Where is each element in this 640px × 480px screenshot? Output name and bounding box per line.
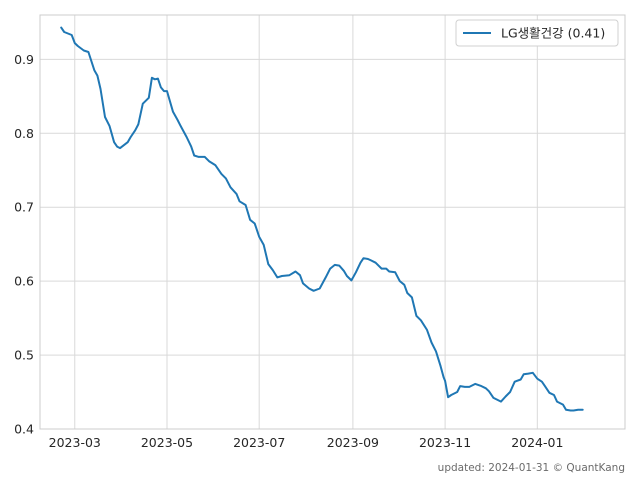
y-tick-label: 0.5 [14,348,34,363]
legend-box [455,19,619,47]
x-axis: 2023-03 2023-05 2023-07 2023-09 2023-11 2024-… [49,435,564,450]
y-tick-label: 0.9 [14,52,34,67]
x-tick-label: 2024-01 [511,435,563,450]
y-tick-label: 0.4 [14,422,34,437]
plot-frame [39,14,626,430]
legend: LG생활건강 (0.41) [455,19,619,47]
x-tick-label: 2023-05 [141,435,193,450]
y-tick-label: 0.8 [14,126,34,141]
x-tick-label: 2023-07 [233,435,285,450]
x-tick-label: 2023-09 [327,435,379,450]
series-line [60,26,584,412]
legend-label: LG생활건강 (0.41) [501,26,605,41]
y-axis: 0.4 0.5 0.6 0.7 0.8 0.9 [14,52,34,437]
x-tick-label: 2023-11 [419,435,471,450]
y-tick-label: 0.6 [14,274,34,289]
y-tick-label: 0.7 [14,200,34,215]
x-tick-label: 2023-03 [49,435,101,450]
footer-text: updated: 2024-01-31 © QuantKang [438,462,625,474]
grid [40,15,625,430]
